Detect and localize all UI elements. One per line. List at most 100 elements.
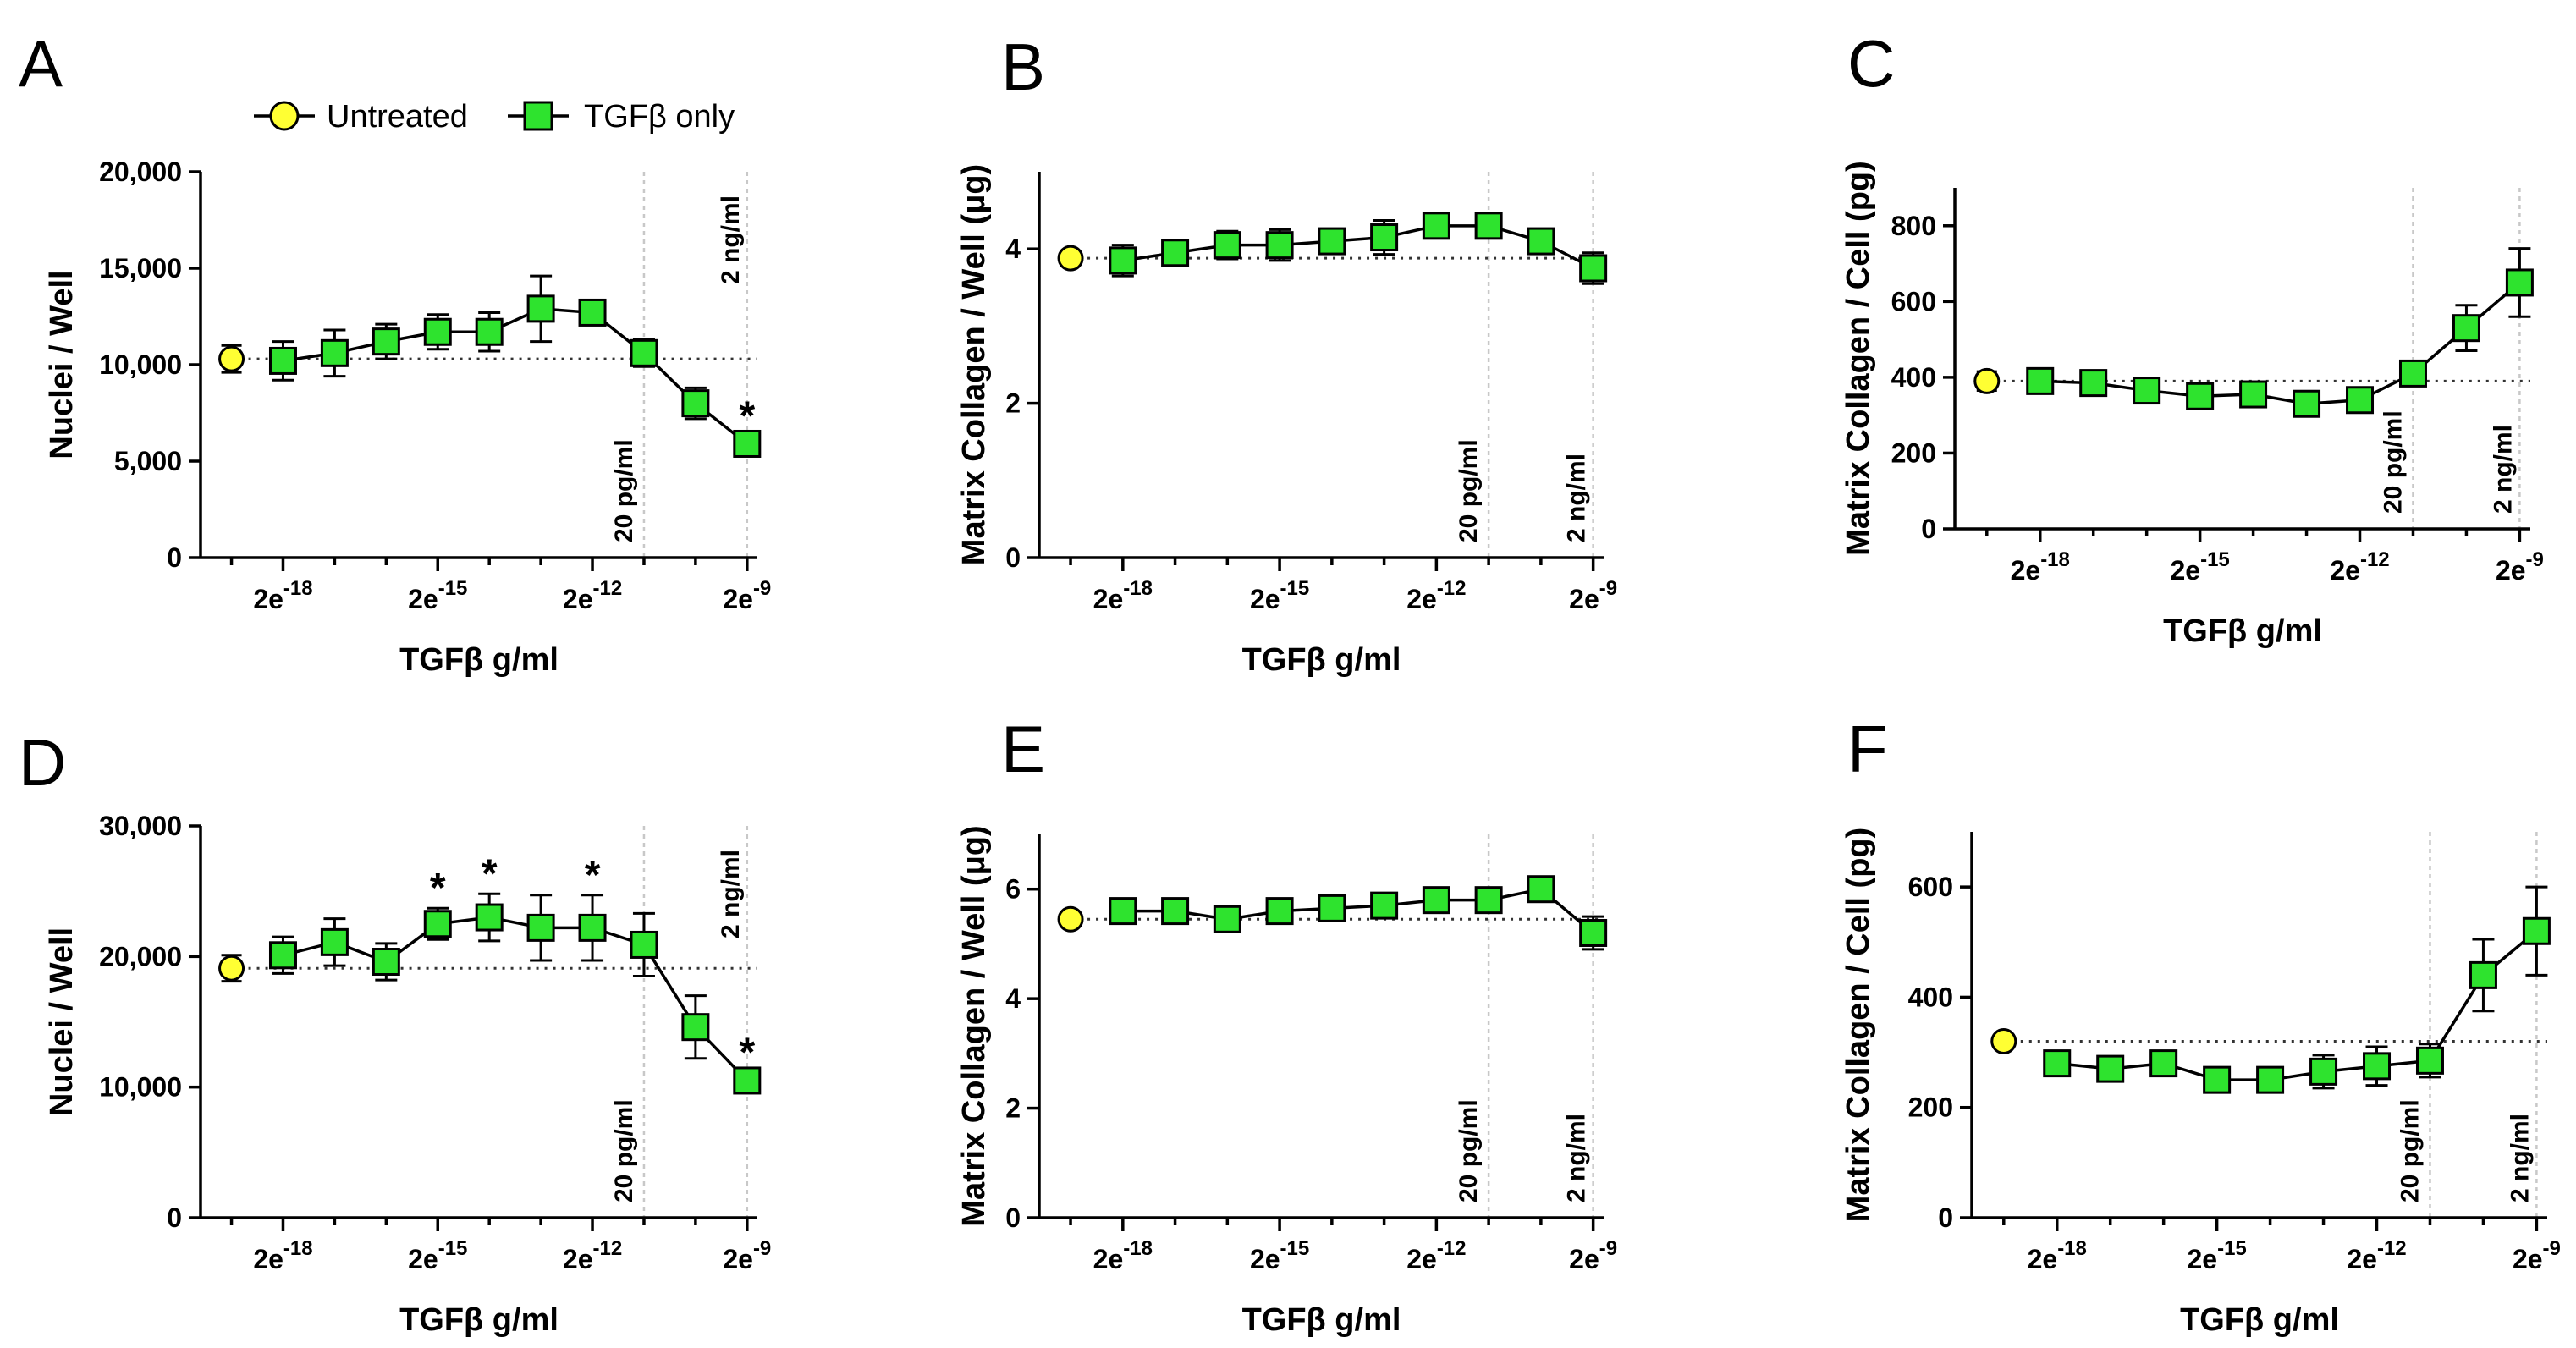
- data-point: [630, 338, 658, 367]
- untreated-point: [218, 345, 245, 372]
- data-point: [2522, 916, 2551, 945]
- data-point: [372, 948, 400, 977]
- x-axis-title: TGFβ g/ml: [1242, 642, 1401, 678]
- y-tick-label: 0: [1005, 542, 1021, 573]
- data-point: [1527, 227, 1555, 256]
- untreated-point: [1057, 905, 1084, 933]
- reference-label: 2 ng/ml: [1563, 454, 1591, 542]
- series-line: [283, 307, 748, 445]
- data-point: [1161, 897, 1190, 926]
- data-point: [526, 913, 555, 942]
- legend-tgfb-marker: [523, 101, 553, 131]
- y-tick-label: 4: [1005, 234, 1021, 264]
- x-axis-title: TGFβ g/ml: [399, 1302, 559, 1338]
- data-point: [2363, 1052, 2392, 1081]
- x-tick-label: 2e-9: [2513, 1237, 2561, 1274]
- x-tick-label: 2e-15: [1250, 1237, 1309, 1274]
- series-line: [283, 916, 749, 1082]
- data-point: [1579, 918, 1608, 947]
- data-point: [630, 930, 658, 959]
- x-tick-label: 2e-18: [2011, 548, 2070, 586]
- data-point: [733, 1066, 762, 1095]
- x-tick-label: 2e-9: [1569, 577, 1617, 614]
- reference-label: 20 pg/ml: [2379, 410, 2407, 514]
- y-tick-label: 400: [1908, 982, 1953, 1012]
- reference-label: 20 pg/ml: [2396, 1099, 2424, 1202]
- data-point: [268, 941, 297, 970]
- data-point: [526, 294, 555, 323]
- untreated-point: [1973, 367, 2001, 394]
- panel-letter: B: [1001, 30, 1045, 104]
- panel-e: E 0 2 4 6 2e-18 2e-15 2e-12 2e-9 TGFβ g/ml Matrix …: [956, 712, 1617, 1338]
- panel-letter: C: [1847, 26, 1895, 101]
- data-point: [2346, 386, 2375, 415]
- reference-label: 2 ng/ml: [2506, 1114, 2534, 1202]
- y-tick-label: 0: [167, 1202, 182, 1233]
- data-point: [2469, 960, 2497, 989]
- data-point: [372, 327, 400, 356]
- data-point: [2043, 1049, 2072, 1078]
- x-tick-label: 2e-12: [563, 577, 622, 614]
- data-point: [2079, 369, 2108, 398]
- panel-c: C 0 200 400 600 800 2e-18 2e-15 2e-12 2e-9 TGFβ g/…: [1841, 26, 2544, 649]
- y-tick-label: 30,000: [99, 811, 182, 841]
- panel-letter: D: [19, 725, 66, 800]
- series-line: [2056, 929, 2538, 1081]
- data-point: [1265, 231, 1294, 260]
- data-point: [1213, 905, 1241, 933]
- data-point: [1109, 246, 1137, 275]
- data-point: [2203, 1065, 2232, 1094]
- data-point: [268, 346, 297, 375]
- x-tick-label: 2e-15: [408, 1237, 467, 1274]
- data-point: [578, 913, 607, 942]
- x-tick-label: 2e-15: [1250, 577, 1309, 614]
- untreated-point: [218, 955, 245, 982]
- x-tick-label: 2e-12: [1406, 577, 1466, 614]
- x-tick-label: 2e-18: [253, 1237, 312, 1274]
- data-point: [1474, 886, 1503, 915]
- y-tick-label: 2: [1005, 1093, 1021, 1124]
- panel-letter: E: [1001, 712, 1045, 786]
- x-tick-label: 2e-15: [2187, 1237, 2246, 1274]
- data-point: [681, 389, 710, 418]
- x-tick-label: 2e-12: [2330, 548, 2389, 586]
- data-point: [2186, 382, 2215, 410]
- panel-letter: F: [1847, 712, 1888, 786]
- reference-label: 20 pg/ml: [1455, 439, 1483, 542]
- series-line: [1122, 224, 1594, 270]
- reference-label: 2 ng/ml: [1563, 1114, 1591, 1202]
- x-tick-label: 2e-12: [1406, 1237, 1466, 1274]
- data-point: [2149, 1049, 2178, 1078]
- data-point: [1318, 227, 1346, 256]
- data-point: [1161, 239, 1190, 267]
- data-point: [2415, 1046, 2444, 1075]
- data-point: [1579, 254, 1608, 283]
- y-tick-label: 200: [1908, 1092, 1953, 1123]
- data-point: [1370, 891, 1399, 920]
- x-tick-label: 2e-18: [253, 577, 312, 614]
- y-tick-label: 4: [1005, 983, 1021, 1014]
- data-point: [423, 317, 452, 346]
- y-axis-title: Matrix Collagen / Well (μg): [956, 164, 992, 565]
- legend-untreated-label: Untreated: [327, 99, 468, 135]
- data-point: [2309, 1057, 2338, 1086]
- y-axis-title: Nuclei / Well: [44, 270, 80, 459]
- data-point: [2256, 1065, 2285, 1094]
- y-tick-label: 10,000: [99, 1072, 182, 1103]
- data-point: [423, 910, 452, 938]
- data-point: [1474, 212, 1503, 240]
- reference-label: 2 ng/ml: [2489, 425, 2517, 514]
- y-tick-label: 10,000: [99, 349, 182, 380]
- data-point: [2239, 380, 2268, 409]
- y-tick-label: 15,000: [99, 253, 182, 283]
- y-tick-label: 5,000: [114, 446, 182, 476]
- y-tick-label: 600: [1891, 286, 1936, 316]
- y-tick-label: 20,000: [99, 157, 182, 187]
- significance-star: *: [585, 853, 601, 898]
- legend-tgfb-label: TGFβ only: [584, 99, 735, 135]
- data-point: [681, 1013, 710, 1042]
- y-axis-title: Matrix Collagen / Cell (pg): [1841, 828, 1876, 1223]
- untreated-point: [1057, 245, 1084, 272]
- legend-item-untreated: Untreated: [254, 99, 468, 135]
